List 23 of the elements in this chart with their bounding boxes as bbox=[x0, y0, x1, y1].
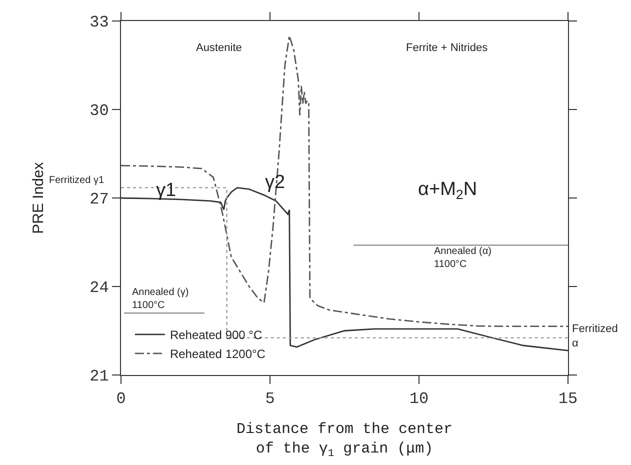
y-tick-label: 30 bbox=[90, 102, 109, 120]
x-tick-label: 0 bbox=[116, 390, 126, 408]
line-series bbox=[121, 35, 568, 328]
annotation: Ferrite + Nitrides bbox=[406, 42, 488, 54]
annotation: Austenite bbox=[196, 42, 242, 54]
x-tick-label: 5 bbox=[265, 390, 275, 408]
annotation: Annealed (γ) 1100°C bbox=[132, 287, 189, 311]
annotation: Annealed (α) 1100°C bbox=[434, 246, 492, 270]
y-tick-label: 21 bbox=[90, 368, 109, 386]
annotation: γ2 bbox=[265, 172, 286, 193]
x-tick-label: 10 bbox=[409, 390, 429, 408]
legend-label: Reheated 1200°C bbox=[170, 347, 266, 362]
annotation: γ1 bbox=[156, 180, 176, 201]
annotation: α+M$_{2}$N bbox=[418, 179, 478, 202]
x-axis-title: Distance from the center of the γ$_{1}$ grain (μm) bbox=[236, 421, 453, 460]
text: Ferritized γ1 bbox=[49, 175, 104, 186]
y-tick-label: 27 bbox=[90, 190, 109, 209]
text: Ferritized α bbox=[572, 323, 618, 350]
y-tick-label: 33 bbox=[90, 14, 109, 32]
x-tick-label: 15 bbox=[558, 390, 578, 408]
y-tick-label: 24 bbox=[90, 279, 109, 298]
legend-label: Reheated 900 °C bbox=[170, 328, 262, 342]
y-axis-title: PRE Index bbox=[30, 162, 47, 234]
